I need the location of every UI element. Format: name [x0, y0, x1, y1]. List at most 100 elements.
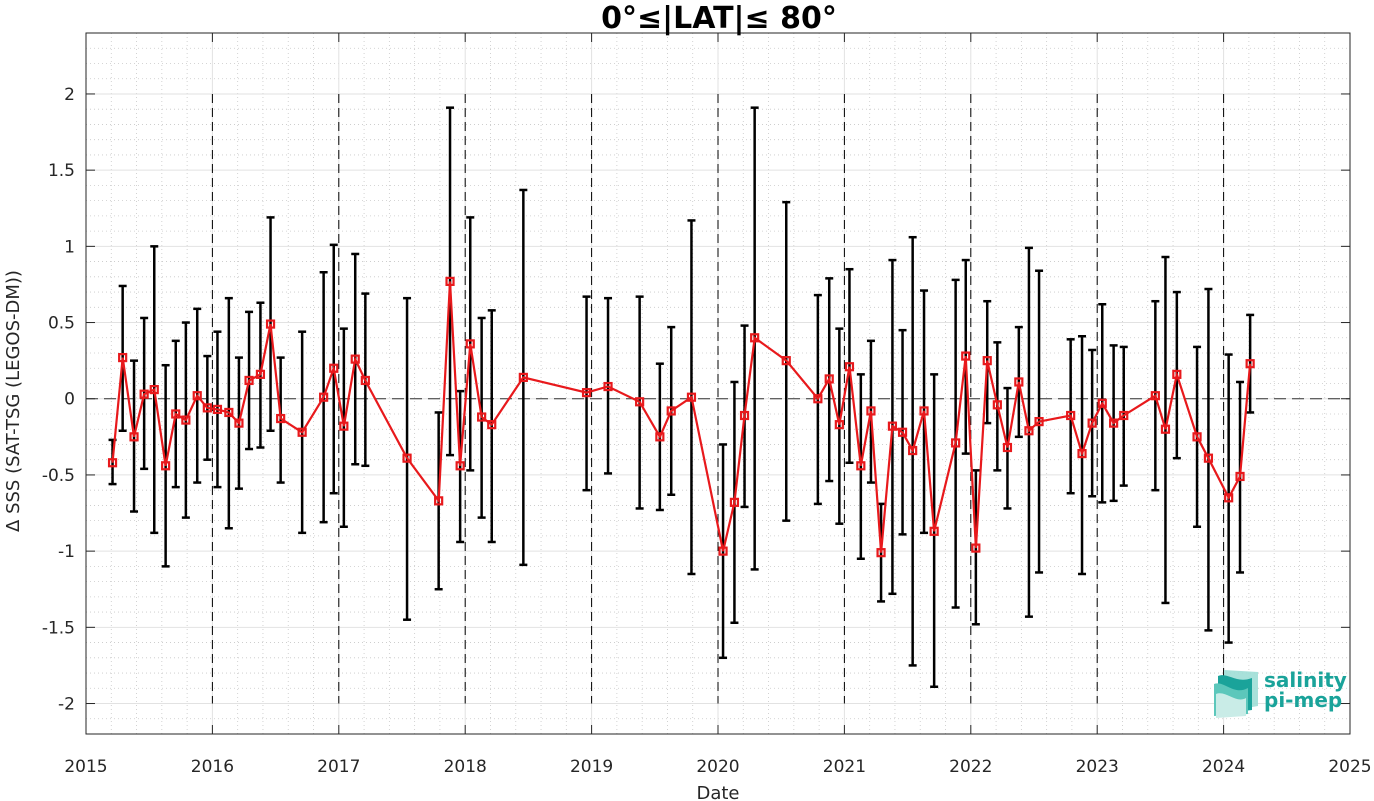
data-point-53	[929, 526, 939, 536]
data-point-14	[255, 369, 266, 379]
data-point-23	[402, 453, 412, 463]
data-point-10	[212, 404, 223, 415]
data-point-5	[161, 461, 171, 471]
data-point-1	[118, 352, 128, 363]
data-point-58	[992, 400, 1002, 410]
x-tick-label: 2020	[696, 757, 739, 777]
x-tick-label: 2021	[823, 757, 866, 777]
data-point-68	[1119, 410, 1129, 421]
year-divider-lines	[211, 93, 1225, 704]
data-point-38	[729, 497, 740, 507]
data-point-74	[1224, 493, 1234, 503]
data-point-28	[477, 412, 487, 422]
data-point-16	[276, 413, 286, 424]
data-point-46	[856, 461, 866, 471]
data-point-19	[329, 363, 339, 373]
y-tick-label: 1.5	[48, 161, 75, 181]
data-point-30	[518, 372, 528, 383]
data-point-32	[603, 381, 613, 392]
x-tick-label: 2016	[191, 757, 234, 777]
salinity-pi-mep-logo: salinity pi-mep	[1214, 668, 1347, 718]
data-point-67	[1109, 418, 1119, 428]
data-point-62	[1034, 416, 1044, 427]
data-point-56	[971, 543, 981, 553]
data-point-75	[1235, 471, 1245, 482]
data-point-54	[951, 438, 961, 448]
data-point-24	[434, 496, 444, 506]
x-tick-label: 2025	[1328, 757, 1371, 777]
data-point-15	[265, 319, 276, 329]
y-axis-ticks: 2 1.5 1 0.5 0 -0.5 -1 -1.5 -2	[42, 85, 1350, 715]
data-point-43	[824, 374, 834, 384]
data-point-76	[1245, 359, 1255, 369]
data-point-42	[813, 394, 823, 404]
y-tick-label: 2	[64, 85, 75, 105]
data-point-13	[244, 375, 254, 386]
data-point-0	[107, 458, 118, 468]
x-tick-label: 2015	[64, 757, 107, 777]
data-point-18	[319, 392, 329, 402]
data-point-21	[350, 354, 360, 364]
data-point-69	[1150, 391, 1160, 401]
data-point-33	[635, 397, 645, 407]
data-point-73	[1203, 453, 1214, 463]
x-tick-label: 2023	[1076, 757, 1119, 777]
data-point-71	[1172, 369, 1182, 379]
y-tick-label: -2	[58, 695, 75, 715]
data-point-34	[655, 432, 665, 442]
data-point-37	[718, 546, 728, 556]
y-tick-label: 0.5	[48, 314, 75, 334]
data-point-2	[129, 432, 139, 442]
data-point-64	[1077, 449, 1087, 459]
data-point-60	[1014, 377, 1024, 387]
data-point-50	[897, 427, 908, 437]
data-point-48	[876, 548, 886, 558]
y-tick-label: 0	[64, 390, 75, 410]
data-point-26	[455, 461, 465, 471]
x-tick-label: 2017	[317, 757, 360, 777]
data-point-39	[739, 410, 750, 421]
x-tick-label: 2019	[570, 757, 613, 777]
y-tick-label: -1.5	[42, 618, 75, 638]
data-point-72	[1192, 432, 1202, 442]
data-point-44	[834, 420, 844, 430]
data-point-61	[1024, 426, 1034, 436]
data-point-63	[1066, 410, 1076, 421]
data-point-22	[360, 375, 370, 386]
y-tick-label: 1	[64, 237, 75, 257]
data-point-17	[297, 427, 307, 437]
data-point-12	[234, 418, 244, 428]
data-point-29	[487, 420, 497, 430]
data-point-40	[750, 333, 760, 343]
y-tick-label: -1	[58, 542, 75, 562]
layered-waves-icon	[1214, 670, 1258, 718]
y-axis-label: Δ SSS (SAT-TSG (LEGOS-DM))	[3, 270, 24, 532]
chart-title: 0°≤|LAT|≤ 80°	[601, 1, 837, 36]
data-point-36	[686, 392, 697, 402]
logo-text-line1: salinity	[1264, 668, 1347, 692]
data-point-9	[202, 403, 212, 413]
data-point-49	[887, 421, 898, 431]
data-point-11	[224, 407, 234, 418]
data-point-20	[339, 421, 349, 431]
data-point-27	[465, 339, 475, 349]
data-point-4	[149, 384, 159, 395]
x-tick-label: 2018	[444, 757, 487, 777]
data-point-31	[581, 388, 592, 398]
data-point-66	[1097, 398, 1107, 408]
data-point-25	[445, 276, 455, 286]
x-tick-label: 2022	[949, 757, 992, 777]
data-point-59	[1002, 442, 1013, 453]
data-point-7	[181, 415, 191, 425]
data-markers	[107, 276, 1255, 558]
data-point-45	[844, 362, 855, 372]
y-tick-label: -0.5	[42, 466, 75, 486]
data-point-51	[908, 445, 918, 456]
data-point-55	[961, 351, 971, 361]
x-axis-label: Date	[696, 783, 739, 801]
data-point-65	[1087, 418, 1097, 428]
data-point-41	[781, 356, 791, 366]
data-point-70	[1160, 424, 1171, 434]
logo-text-line2: pi-mep	[1264, 688, 1342, 712]
